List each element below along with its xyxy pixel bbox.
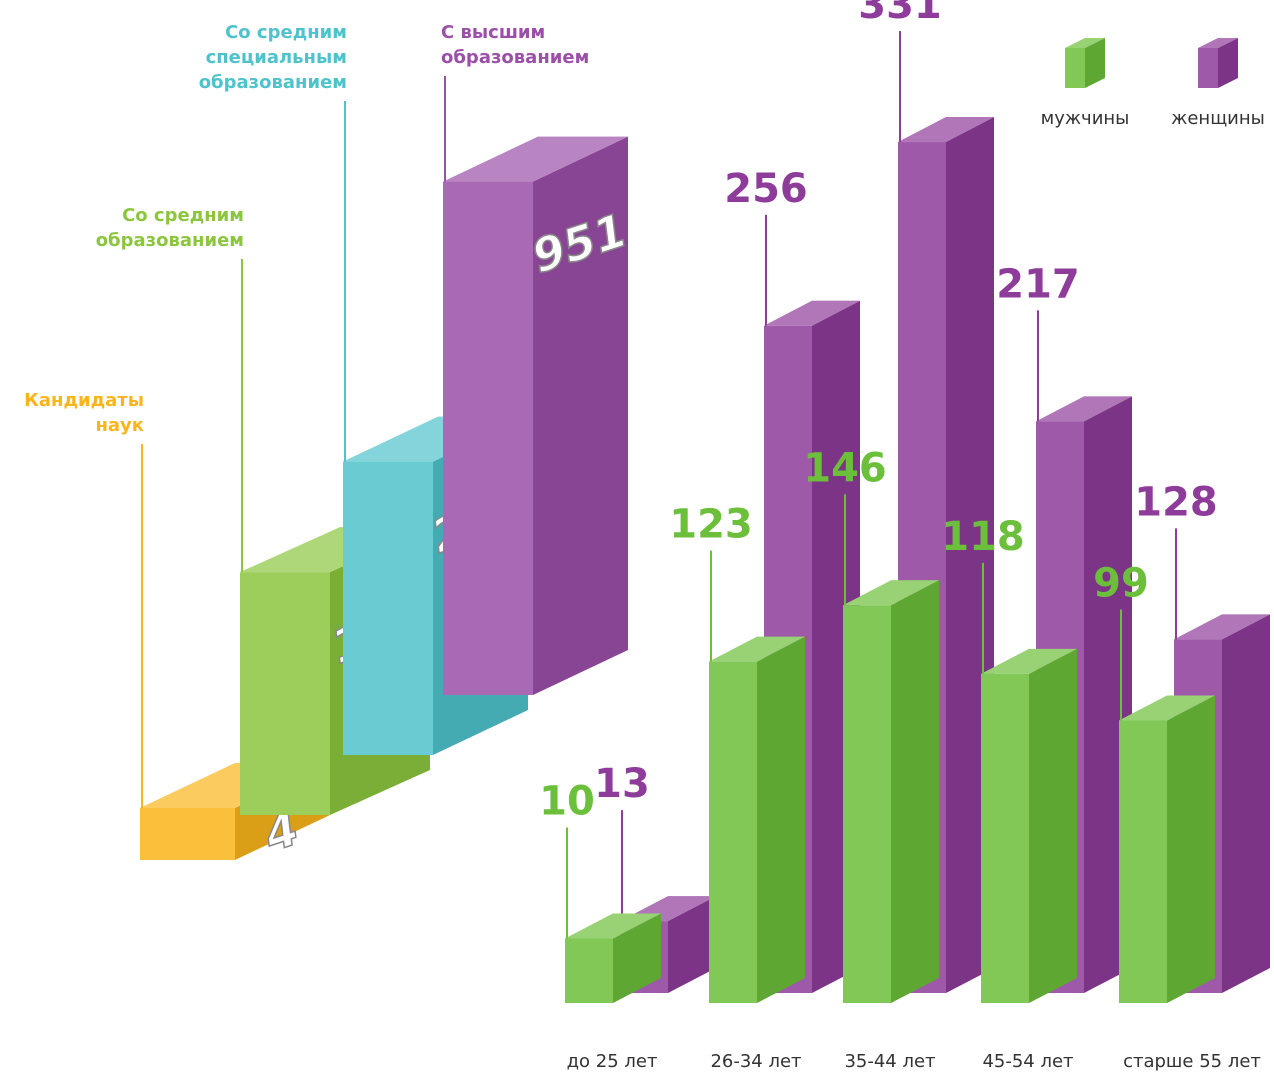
bar-front-shade	[443, 181, 533, 695]
bar-side	[1029, 648, 1077, 1003]
value-label: 99	[1093, 560, 1149, 606]
bar-front-shade	[709, 661, 757, 1003]
legend-label: мужчины	[1041, 108, 1130, 129]
bar-side-shade	[1218, 38, 1238, 88]
bar-front	[981, 673, 1029, 1003]
bar-front-shade	[343, 461, 433, 755]
bar-top	[1198, 38, 1238, 48]
bar-top-shade	[1065, 38, 1105, 48]
bar-side	[1085, 38, 1105, 88]
bar-top-shade	[898, 117, 994, 143]
bar-top	[565, 913, 661, 939]
bar-top-shade	[709, 636, 805, 662]
bar-front-shade	[1119, 720, 1167, 1003]
bar-side	[1222, 614, 1270, 993]
value-label: 128	[1134, 479, 1218, 525]
x-tick-label: 45-54 лет	[982, 1051, 1073, 1072]
bar-front	[1065, 48, 1085, 88]
value-label: 13	[594, 761, 650, 807]
category-label: Кандидаты наук	[24, 390, 144, 436]
bar-front-shade	[981, 673, 1029, 1003]
bar-front	[709, 661, 757, 1003]
bar-front	[140, 808, 235, 860]
bar-top-shade	[565, 913, 661, 939]
x-tick-label: 35-44 лет	[844, 1051, 935, 1072]
bar-top	[1174, 614, 1270, 640]
bar-top-shade	[764, 300, 860, 326]
bar-top-shade	[1198, 38, 1238, 48]
bar-side	[533, 136, 628, 695]
x-tick-label: старше 55 лет	[1123, 1051, 1261, 1072]
bar-side	[1218, 38, 1238, 88]
bar-top-shade	[1036, 396, 1132, 422]
bar-top	[1065, 38, 1105, 48]
bar-top	[1036, 396, 1132, 422]
bar-side-shade	[891, 580, 939, 1003]
bar-front	[1119, 720, 1167, 1003]
bar-top-shade	[1119, 695, 1215, 721]
bar-front	[443, 181, 533, 695]
bar-front-shade	[240, 572, 330, 815]
bar-side-shade	[1029, 648, 1077, 1003]
bar-front-shade	[140, 808, 235, 860]
bar-side-shade	[613, 913, 661, 1003]
bar-front-shade	[565, 938, 613, 1003]
bar-side-shade	[1085, 38, 1105, 88]
bar-side	[668, 896, 716, 993]
bar-side-shade	[533, 136, 628, 695]
bar-front	[343, 461, 433, 755]
value-label: 146	[803, 445, 887, 491]
x-tick-label: 26-34 лет	[710, 1051, 801, 1072]
bar-top	[1119, 695, 1215, 721]
value-label: 123	[669, 502, 753, 548]
legend-label: женщины	[1171, 108, 1265, 129]
bar-top	[709, 636, 805, 662]
bar-top-shade	[1174, 614, 1270, 640]
bar-front	[843, 605, 891, 1003]
bar-side-shade	[668, 896, 716, 993]
bar-side-shade	[1167, 695, 1215, 1003]
value-label: 118	[941, 514, 1025, 560]
bar-front	[565, 938, 613, 1003]
value-label: 217	[996, 261, 1080, 307]
bar-side-shade	[1222, 614, 1270, 993]
bar-side	[1167, 695, 1215, 1003]
bar-top-shade	[843, 580, 939, 606]
bar-top	[843, 580, 939, 606]
bar-side-shade	[757, 636, 805, 1003]
category-label: С высшим образованием	[441, 22, 590, 68]
bar-side	[891, 580, 939, 1003]
value-label: 10	[539, 779, 595, 825]
bar-top	[443, 136, 628, 182]
bar-front-shade	[1198, 48, 1218, 88]
bar-front	[240, 572, 330, 815]
bar-side	[757, 636, 805, 1003]
bar-front	[1198, 48, 1218, 88]
bar-side	[613, 913, 661, 1003]
x-tick-label: до 25 лет	[567, 1051, 658, 1072]
bar-front-shade	[1065, 48, 1085, 88]
value-label: 256	[724, 166, 808, 212]
bar-top	[764, 300, 860, 326]
bar-top	[898, 117, 994, 143]
bar-top-shade	[981, 648, 1077, 674]
category-label: Со средним специальным образованием	[198, 22, 347, 93]
bar-front-shade	[843, 605, 891, 1003]
category-label: Со средним образованием	[95, 205, 244, 251]
bar-top-shade	[443, 136, 628, 182]
bar-top	[981, 648, 1077, 674]
value-label: 331	[858, 0, 942, 28]
